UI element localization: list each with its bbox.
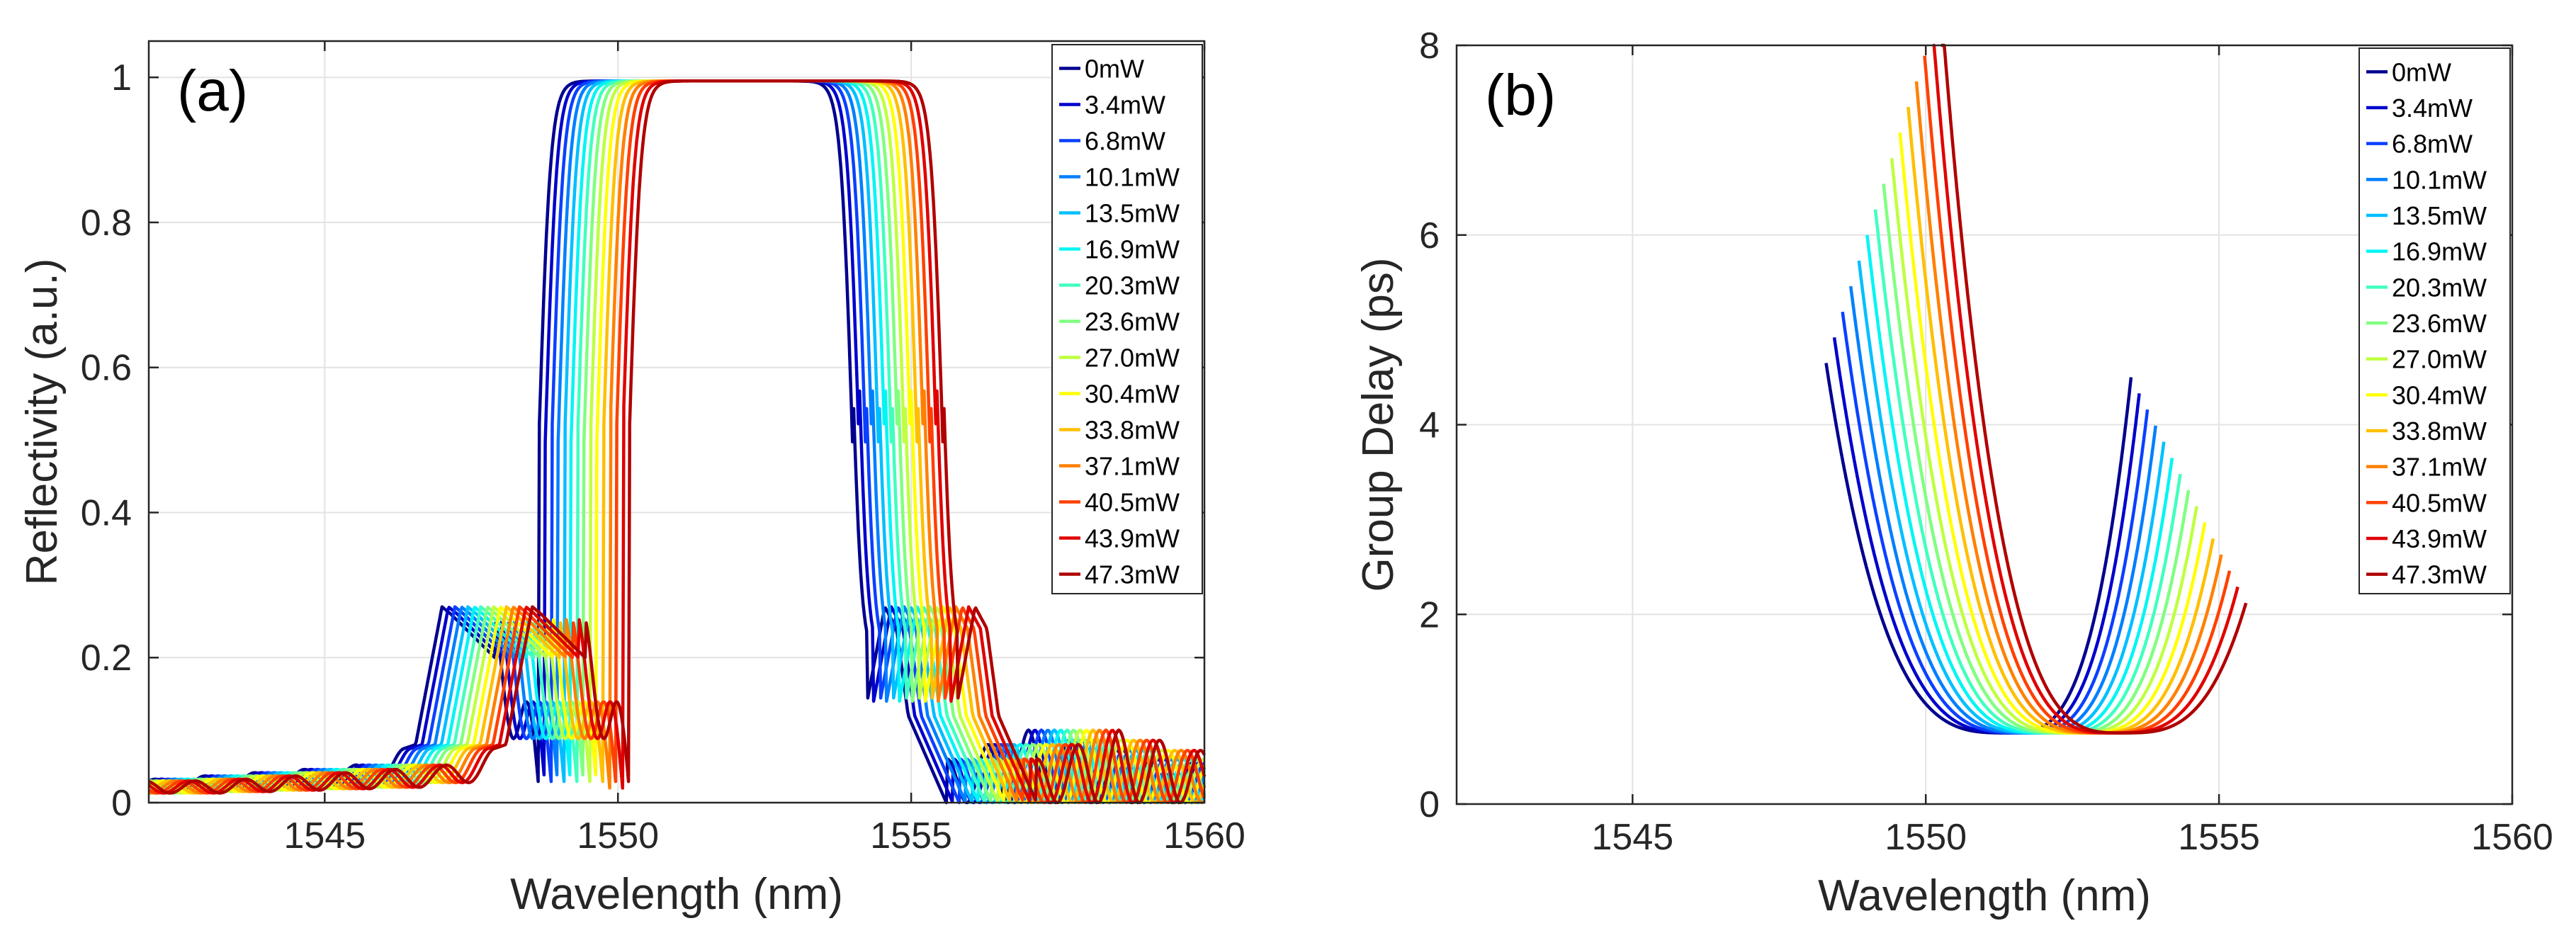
x-tick-label: 1555 — [870, 815, 952, 856]
panel-label: (b) — [1485, 63, 1556, 128]
legend-entry: 10.1mW — [2392, 165, 2487, 194]
series-line-23.6mW — [1882, 183, 2191, 735]
series-line-40.5mW — [1923, 55, 2232, 735]
x-tick-label: 1550 — [577, 815, 659, 856]
legend-entry: 16.9mW — [2392, 237, 2487, 266]
panel-b-group-delay-chart: 1545 1550 1555 1560 0 2 4 6 8 Wavelength (nm) Grou… — [1354, 26, 2553, 920]
legend-entry: 23.6mW — [1085, 307, 1180, 337]
y-axis-label: Group Delay (ps) — [1354, 257, 1403, 592]
y-tick-label: 8 — [1419, 26, 1440, 67]
x-axis-label: Wavelength (nm) — [510, 870, 843, 919]
legend-entry: 3.4mW — [1085, 91, 1165, 120]
legend-entry: 40.5mW — [2392, 488, 2487, 517]
series-line-13.5mW — [1857, 260, 2166, 735]
plot-area — [149, 41, 1204, 803]
y-tick-label: 1 — [111, 57, 132, 98]
x-tick-label: 1545 — [1591, 817, 1673, 858]
legend-entry: 37.1mW — [1085, 452, 1180, 481]
series-line-37.1mW — [1914, 81, 2223, 735]
series-line-6.8mW — [1841, 311, 2150, 735]
legend-entry: 30.4mW — [1085, 380, 1180, 409]
y-tick-label: 2 — [1419, 594, 1440, 635]
series-line-43.9mW — [1931, 43, 2239, 735]
x-tick-label: 1545 — [283, 815, 366, 856]
legend-entry: 37.1mW — [2392, 453, 2487, 482]
y-tick-label: 0 — [1419, 784, 1440, 825]
y-tick-label: 0.6 — [81, 348, 132, 389]
legend: 0mW 3.4mW 6.8mW 10.1mW 13.5mW 16.9mW 20.3mW 23.… — [1051, 44, 1203, 594]
series-line-47.3mW — [1939, 43, 2248, 735]
legend-entry: 20.3mW — [2392, 273, 2487, 302]
y-tick-label: 0.8 — [81, 203, 132, 244]
legend-entry: 33.8mW — [2392, 417, 2487, 446]
legend-entry: 13.5mW — [2392, 201, 2487, 230]
legend-entry: 6.8mW — [2392, 130, 2473, 159]
series-line-33.8mW — [1906, 106, 2215, 735]
series-line-27.0mW — [1889, 158, 2198, 735]
legend-entry: 47.3mW — [2392, 560, 2487, 589]
legend-entry: 3.4mW — [2392, 94, 2473, 123]
y-tick-label: 0.4 — [81, 492, 132, 533]
series-line-47.3mW — [148, 79, 1206, 805]
legend-entry: 16.9mW — [1085, 235, 1180, 264]
axes-frame — [147, 40, 1206, 804]
legend-entry: 43.9mW — [2392, 524, 2487, 553]
legend-entry: 10.1mW — [1085, 163, 1180, 192]
legend-entry: 0mW — [1085, 55, 1144, 84]
series-line-10.1mW — [1849, 285, 2157, 735]
panel-a-reflectivity-chart: 1545 1550 1555 1560 0 0.2 0.4 0.6 0.8 1 Wavelength… — [18, 40, 1245, 919]
series-line-20.3mW — [1873, 209, 2182, 735]
y-axis-label: Reflectivity (a.u.) — [18, 259, 67, 586]
panel-label: (a) — [177, 59, 248, 123]
legend-entry: 6.8mW — [1085, 127, 1165, 156]
x-axis-label: Wavelength (nm) — [1818, 871, 2151, 920]
legend: 0mW 3.4mW 6.8mW 10.1mW 13.5mW 16.9mW 20.3mW 23.… — [2358, 47, 2511, 594]
legend-entry: 47.3mW — [1085, 560, 1180, 589]
y-tick-label: 4 — [1419, 405, 1440, 446]
y-tick-label: 6 — [1419, 215, 1440, 256]
y-tick-label: 0.2 — [81, 638, 132, 679]
legend-entry: 20.3mW — [1085, 271, 1180, 300]
legend-entry: 30.4mW — [2392, 380, 2487, 409]
y-tick-label: 0 — [111, 783, 132, 824]
x-tick-label: 1555 — [2178, 817, 2260, 858]
legend-entry: 27.0mW — [2392, 345, 2487, 374]
x-tick-label: 1560 — [2471, 817, 2553, 858]
legend-entry: 13.5mW — [1085, 199, 1180, 228]
legend-entry: 40.5mW — [1085, 488, 1180, 517]
legend-entry: 27.0mW — [1085, 344, 1180, 373]
series-line-16.9mW — [1865, 234, 2174, 735]
x-tick-label: 1550 — [1885, 817, 1967, 858]
legend-entry: 43.9mW — [1085, 524, 1180, 553]
legend-entry: 0mW — [2392, 57, 2451, 86]
series-line-30.4mW — [1898, 132, 2207, 735]
legend-entry: 33.8mW — [1085, 416, 1180, 445]
legend-entry: 23.6mW — [2392, 309, 2487, 338]
x-tick-label: 1560 — [1163, 815, 1245, 856]
data-curves — [1824, 43, 2248, 735]
